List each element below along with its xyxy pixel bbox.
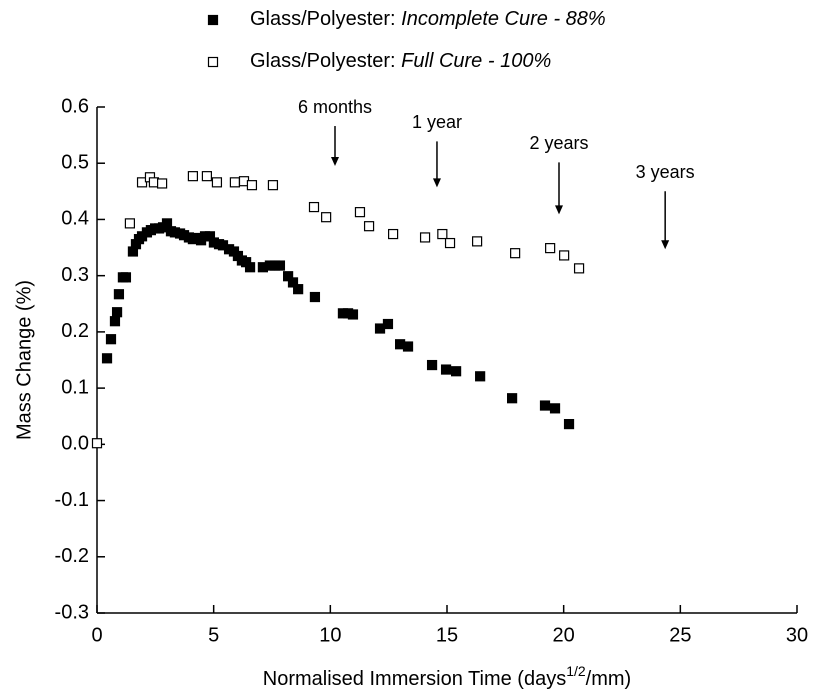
point [293, 284, 304, 295]
point [109, 316, 121, 327]
point [539, 400, 551, 411]
point [211, 177, 223, 188]
point [111, 307, 123, 318]
point [475, 371, 486, 382]
point [229, 177, 240, 188]
point [101, 353, 113, 364]
point [113, 289, 125, 300]
point [507, 393, 518, 404]
point [388, 228, 399, 240]
point [354, 207, 366, 218]
y-tick-label: 0.1 [61, 376, 89, 398]
annotation-label: 1 year [412, 112, 462, 132]
point [157, 178, 168, 189]
x-tick-label: 15 [436, 624, 458, 646]
point [563, 418, 575, 430]
point [444, 237, 456, 249]
point [347, 309, 359, 320]
point [201, 171, 212, 182]
y-axis-label: Mass Change (%) [13, 280, 35, 440]
point [382, 318, 394, 330]
legend-marker [207, 56, 219, 68]
point [287, 277, 299, 288]
point [274, 260, 286, 271]
point [321, 212, 332, 223]
arrow-head [331, 157, 339, 167]
point [549, 403, 561, 414]
point [440, 364, 452, 375]
x-axis-label: Normalised Immersion Time (days1/2/mm) [263, 663, 631, 691]
point [246, 180, 258, 191]
annotation-label: 6 months [298, 97, 372, 117]
point [363, 221, 375, 232]
y-tick-label: -0.2 [55, 545, 89, 567]
y-tick-label: 0.4 [61, 208, 89, 230]
point [267, 180, 279, 191]
annotation-label: 3 years [636, 162, 695, 182]
point [559, 250, 570, 261]
x-tick-label: 20 [553, 624, 575, 646]
point [120, 272, 132, 283]
legend-marker [207, 14, 219, 26]
legend-label: Glass/Polyester: Incomplete Cure - 88% [250, 8, 606, 30]
y-tick-label: 0.3 [61, 264, 89, 286]
point [573, 263, 585, 274]
point [451, 366, 462, 377]
y-tick-label: 0.2 [61, 320, 89, 342]
x-tick-label: 30 [786, 624, 808, 646]
y-tick-label: -0.3 [55, 601, 89, 623]
x-tick-label: 0 [91, 624, 102, 646]
point [426, 359, 438, 371]
x-tick-label: 5 [208, 624, 219, 646]
point [510, 248, 521, 259]
legend-label: Glass/Polyester: Full Cure - 100% [250, 50, 551, 72]
point [419, 232, 431, 243]
y-tick-label: 0.5 [61, 152, 89, 174]
point [244, 262, 256, 273]
arrow-head [555, 205, 563, 215]
arrow-head [661, 240, 670, 250]
x-tick-label: 25 [669, 624, 691, 646]
y-tick-label: 0.0 [61, 433, 89, 455]
y-tick-label: 0.6 [61, 95, 89, 117]
point [124, 218, 136, 229]
annotation-label: 2 years [529, 133, 588, 153]
x-tick-label: 10 [319, 624, 341, 646]
y-tick-label: -0.1 [55, 489, 89, 511]
point [105, 334, 117, 345]
point [437, 228, 448, 240]
arrow-head [432, 178, 441, 188]
point [309, 291, 321, 303]
point [308, 201, 320, 213]
point [545, 243, 556, 254]
point [472, 236, 483, 247]
point [402, 341, 414, 352]
point [91, 438, 103, 449]
point [187, 171, 198, 182]
